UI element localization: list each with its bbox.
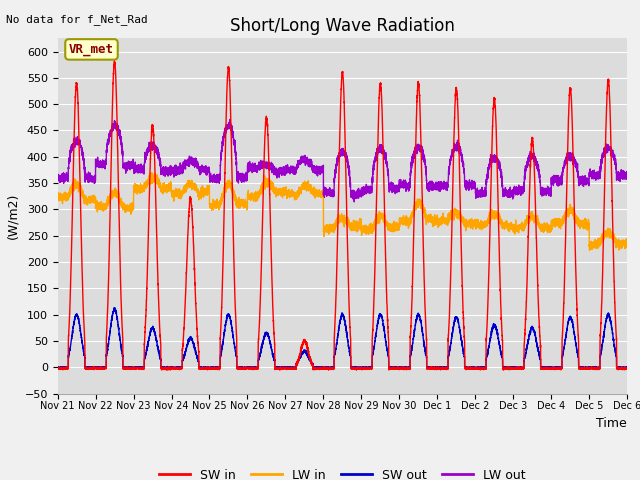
- Text: VR_met: VR_met: [69, 43, 114, 56]
- X-axis label: Time: Time: [596, 417, 627, 430]
- Y-axis label: (W/m2): (W/m2): [6, 193, 19, 239]
- Text: No data for f_Net_Rad: No data for f_Net_Rad: [6, 14, 148, 25]
- Title: Short/Long Wave Radiation: Short/Long Wave Radiation: [230, 17, 455, 36]
- Legend: SW in, LW in, SW out, LW out: SW in, LW in, SW out, LW out: [154, 464, 531, 480]
